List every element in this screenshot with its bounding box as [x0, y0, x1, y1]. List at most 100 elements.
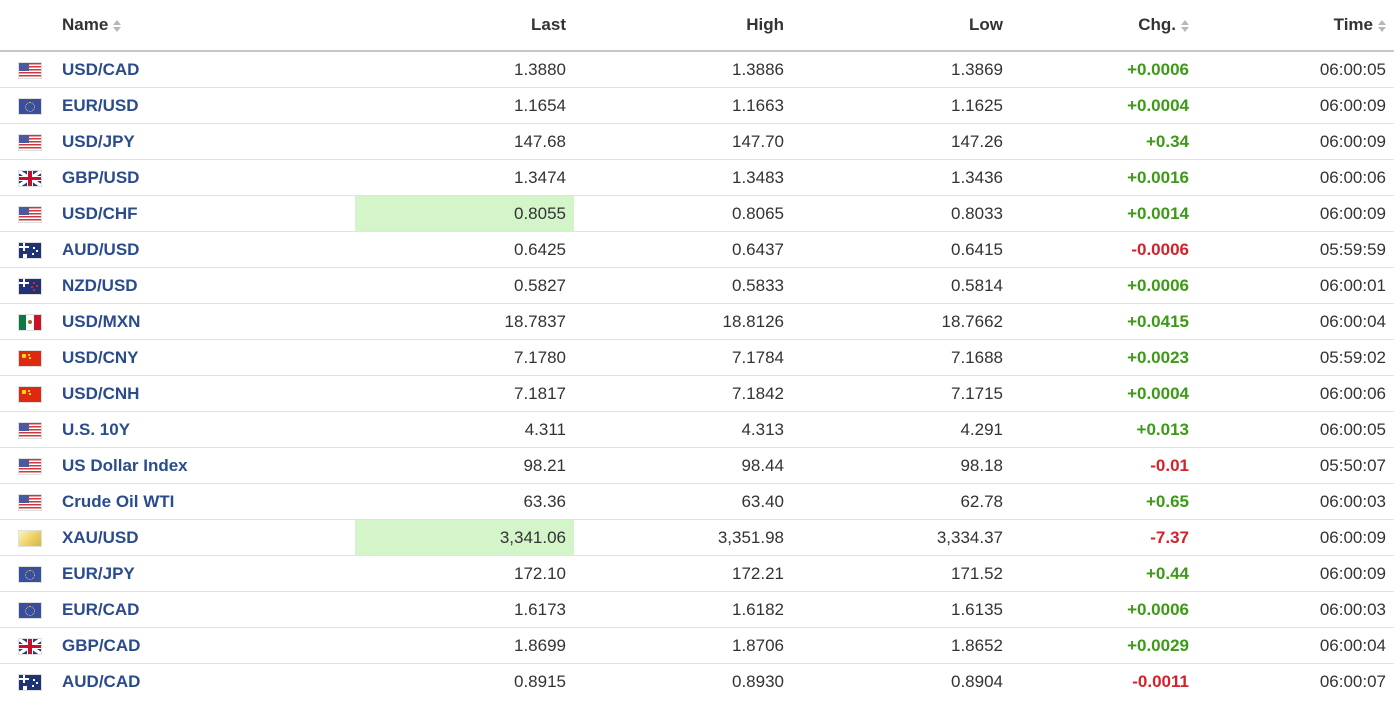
change-cell: +0.0004: [1011, 87, 1197, 124]
name-cell: USD/JPY: [54, 123, 355, 160]
low-price-cell: 7.1688: [792, 339, 1011, 376]
change-cell: +0.0006: [1011, 51, 1197, 88]
flag-cell: [0, 123, 54, 160]
time-cell: 06:00:09: [1197, 519, 1394, 556]
change-cell: +0.0415: [1011, 303, 1197, 340]
column-header-high-label: High: [746, 15, 784, 34]
table-row[interactable]: AUD/USD 0.6425 0.6437 0.6415 -0.0006 05:59:59: [0, 231, 1394, 268]
table-row[interactable]: USD/CNY 7.1780 7.1784 7.1688 +0.0023 05:59:02: [0, 339, 1394, 376]
name-cell: U.S. 10Y: [54, 411, 355, 448]
time-cell: 06:00:06: [1197, 375, 1394, 412]
cn-flag-icon: [19, 386, 41, 402]
table-row[interactable]: USD/JPY 147.68 147.70 147.26 +0.34 06:00:09: [0, 123, 1394, 160]
name-cell: USD/MXN: [54, 303, 355, 340]
instrument-link[interactable]: NZD/USD: [62, 275, 138, 295]
table-row[interactable]: AUD/CAD 0.8915 0.8930 0.8904 -0.0011 06:00:07: [0, 664, 1394, 700]
instrument-link[interactable]: EUR/CAD: [62, 599, 140, 619]
low-price-cell: 171.52: [792, 555, 1011, 592]
high-price-cell: 1.3886: [574, 51, 792, 88]
name-cell: GBP/CAD: [54, 627, 355, 664]
last-price-cell: 0.8915: [514, 671, 566, 691]
sort-icon[interactable]: [1181, 19, 1189, 33]
sort-icon[interactable]: [1378, 19, 1386, 33]
column-header-name[interactable]: Name: [54, 0, 355, 52]
column-header-chg[interactable]: Chg.: [1011, 0, 1197, 52]
name-cell: NZD/USD: [54, 267, 355, 304]
table-row[interactable]: US Dollar Index 98.21 98.44 98.18 -0.01 05:50…: [0, 447, 1394, 484]
change-cell: -0.01: [1011, 447, 1197, 484]
flag-cell: [0, 519, 54, 556]
table-row[interactable]: NZD/USD 0.5827 0.5833 0.5814 +0.0006 06:00:01: [0, 267, 1394, 304]
flag-cell: [0, 627, 54, 664]
table-row[interactable]: XAU/USD 3,341.06 3,351.98 3,334.37 -7.37 06:0…: [0, 519, 1394, 556]
high-price-cell: 1.8706: [574, 627, 792, 664]
flag-cell: [0, 447, 54, 484]
instrument-link[interactable]: USD/CAD: [62, 59, 140, 79]
time-cell: 06:00:09: [1197, 87, 1394, 124]
us-flag-icon: [19, 134, 41, 150]
instrument-link[interactable]: US Dollar Index: [62, 455, 188, 475]
time-cell: 06:00:05: [1197, 51, 1394, 88]
name-cell: USD/CAD: [54, 51, 355, 88]
instrument-link[interactable]: EUR/JPY: [62, 563, 135, 583]
table-row[interactable]: USD/MXN 18.7837 18.8126 18.7662 +0.0415 06:00…: [0, 303, 1394, 340]
name-cell: GBP/USD: [54, 159, 355, 196]
flag-cell: [0, 339, 54, 376]
au-flag-icon: [19, 242, 41, 258]
column-header-low-label: Low: [969, 15, 1003, 34]
instrument-link[interactable]: GBP/USD: [62, 167, 140, 187]
instrument-link[interactable]: USD/CNY: [62, 347, 139, 367]
instrument-link[interactable]: U.S. 10Y: [62, 419, 131, 439]
table-row[interactable]: USD/CAD 1.3880 1.3886 1.3869 +0.0006 06:00:05: [0, 51, 1394, 88]
instrument-link[interactable]: GBP/CAD: [62, 635, 141, 655]
instrument-link[interactable]: EUR/USD: [62, 95, 139, 115]
column-header-time-label: Time: [1333, 15, 1373, 34]
instrument-link[interactable]: USD/MXN: [62, 311, 141, 331]
instrument-link[interactable]: Crude Oil WTI: [62, 491, 175, 511]
time-cell: 06:00:06: [1197, 159, 1394, 196]
flag-cell: [0, 267, 54, 304]
column-header-last: Last: [355, 0, 574, 52]
table-row[interactable]: EUR/JPY 172.10 172.21 171.52 +0.44 06:00:09: [0, 555, 1394, 592]
high-price-cell: 147.70: [574, 123, 792, 160]
table-row[interactable]: EUR/USD 1.1654 1.1663 1.1625 +0.0004 06:00:09: [0, 87, 1394, 124]
table-row[interactable]: U.S. 10Y 4.311 4.313 4.291 +0.013 06:00:05: [0, 411, 1394, 448]
nz-flag-icon: [19, 278, 41, 294]
name-cell: USD/CNY: [54, 339, 355, 376]
table-row[interactable]: Crude Oil WTI 63.36 63.40 62.78 +0.65 06:00:0…: [0, 483, 1394, 520]
instrument-link[interactable]: AUD/USD: [62, 239, 140, 259]
column-header-chg-label: Chg.: [1138, 15, 1176, 34]
column-header-last-label: Last: [531, 15, 566, 34]
instrument-link[interactable]: USD/CHF: [62, 203, 138, 223]
flag-cell: [0, 411, 54, 448]
us-flag-icon: [19, 458, 41, 474]
name-cell: USD/CNH: [54, 375, 355, 412]
flag-cell: [0, 87, 54, 124]
name-cell: AUD/CAD: [54, 664, 355, 700]
low-price-cell: 147.26: [792, 123, 1011, 160]
sort-icon[interactable]: [113, 19, 122, 33]
time-cell: 06:00:05: [1197, 411, 1394, 448]
table-row[interactable]: USD/CNH 7.1817 7.1842 7.1715 +0.0004 06:00:06: [0, 375, 1394, 412]
flag-column-header: [0, 0, 54, 52]
name-cell: AUD/USD: [54, 231, 355, 268]
time-cell: 06:00:09: [1197, 123, 1394, 160]
table-row[interactable]: EUR/CAD 1.6173 1.6182 1.6135 +0.0006 06:00:03: [0, 591, 1394, 628]
last-price-cell: 3,341.06: [355, 519, 574, 556]
table-row[interactable]: USD/CHF 0.8055 0.8065 0.8033 +0.0014 06:00:09: [0, 195, 1394, 232]
instrument-link[interactable]: AUD/CAD: [62, 671, 141, 691]
quotes-table-body: USD/CAD 1.3880 1.3886 1.3869 +0.0006 06:00:05…: [0, 51, 1394, 699]
high-price-cell: 172.21: [574, 555, 792, 592]
high-price-cell: 1.1663: [574, 87, 792, 124]
table-row[interactable]: GBP/USD 1.3474 1.3483 1.3436 +0.0016 06:00:06: [0, 159, 1394, 196]
time-cell: 06:00:03: [1197, 483, 1394, 520]
instrument-link[interactable]: XAU/USD: [62, 527, 139, 547]
low-price-cell: 1.3869: [792, 51, 1011, 88]
instrument-link[interactable]: USD/CNH: [62, 383, 140, 403]
instrument-link[interactable]: USD/JPY: [62, 131, 135, 151]
name-cell: XAU/USD: [54, 519, 355, 556]
low-price-cell: 3,334.37: [792, 519, 1011, 556]
table-row[interactable]: GBP/CAD 1.8699 1.8706 1.8652 +0.0029 06:00:04: [0, 627, 1394, 664]
column-header-time[interactable]: Time: [1197, 0, 1394, 52]
low-price-cell: 1.3436: [792, 159, 1011, 196]
